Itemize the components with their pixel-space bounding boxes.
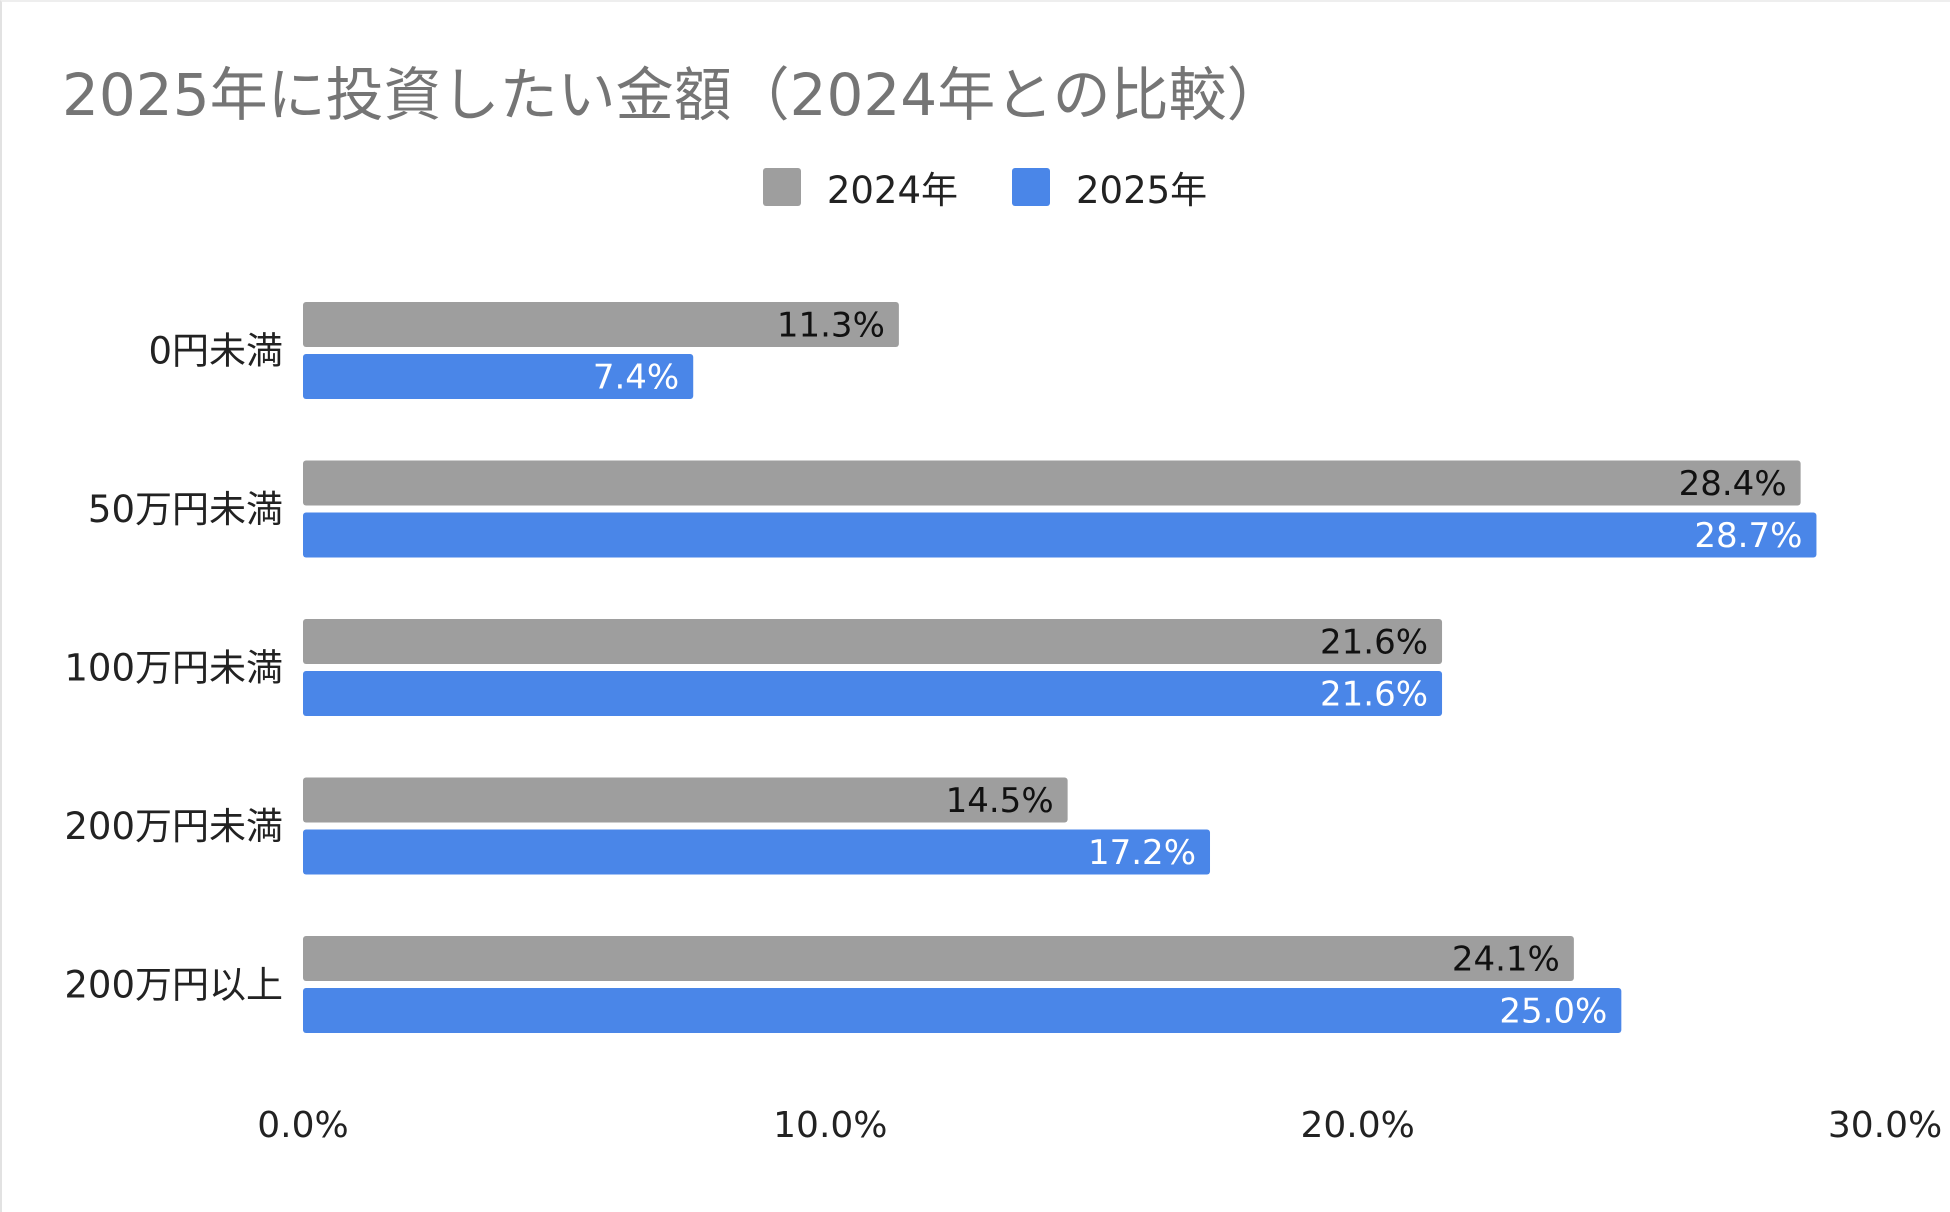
x-tick-label: 30.0% <box>1828 1105 1942 1146</box>
category-label: 200万円未満 <box>64 805 283 848</box>
data-label-2024: 28.4% <box>1679 464 1787 504</box>
legend: 2024年 2025年 <box>0 160 1950 214</box>
data-label-2025: 17.2% <box>1088 833 1196 873</box>
category-label: 50万円未満 <box>88 488 283 531</box>
data-label-2025: 7.4% <box>593 358 679 398</box>
data-label-2025: 25.0% <box>1499 992 1607 1032</box>
legend-swatch-2025 <box>1012 168 1050 206</box>
data-label-2025: 28.7% <box>1694 516 1802 556</box>
bar-2025 <box>303 671 1443 716</box>
bar-2024 <box>303 936 1574 981</box>
data-label-2025: 21.6% <box>1320 675 1428 715</box>
data-label-2024: 21.6% <box>1320 623 1428 663</box>
data-label-2024: 14.5% <box>946 781 1054 821</box>
category-label: 100万円未満 <box>64 647 283 690</box>
legend-label-2024: 2024年 <box>826 169 958 212</box>
x-tick-label: 10.0% <box>773 1105 887 1146</box>
legend-label-2025: 2025年 <box>1076 169 1208 212</box>
category-label: 0円未満 <box>148 330 283 373</box>
bar-2025 <box>303 829 1211 875</box>
x-tick-label: 20.0% <box>1300 1105 1414 1146</box>
chart-title: 2025年に投資したい金額（2024年との比較） <box>62 61 1285 129</box>
bar-2024 <box>303 460 1801 506</box>
bar-2025 <box>303 354 694 399</box>
bar-2025 <box>303 988 1622 1033</box>
bar-2024 <box>303 777 1068 823</box>
category-label: 200万円以上 <box>64 964 283 1007</box>
bar-2024 <box>303 619 1443 664</box>
legend-item-2025: 2025年 <box>1012 160 1207 214</box>
bar-2025 <box>303 512 1817 558</box>
legend-swatch-2024 <box>762 168 801 206</box>
data-label-2024: 11.3% <box>777 306 885 346</box>
data-label-2024: 24.1% <box>1452 940 1560 980</box>
x-tick-label: 0.0% <box>257 1105 348 1146</box>
legend-item-2024: 2024年 <box>762 160 958 214</box>
bar-2024 <box>303 302 899 347</box>
